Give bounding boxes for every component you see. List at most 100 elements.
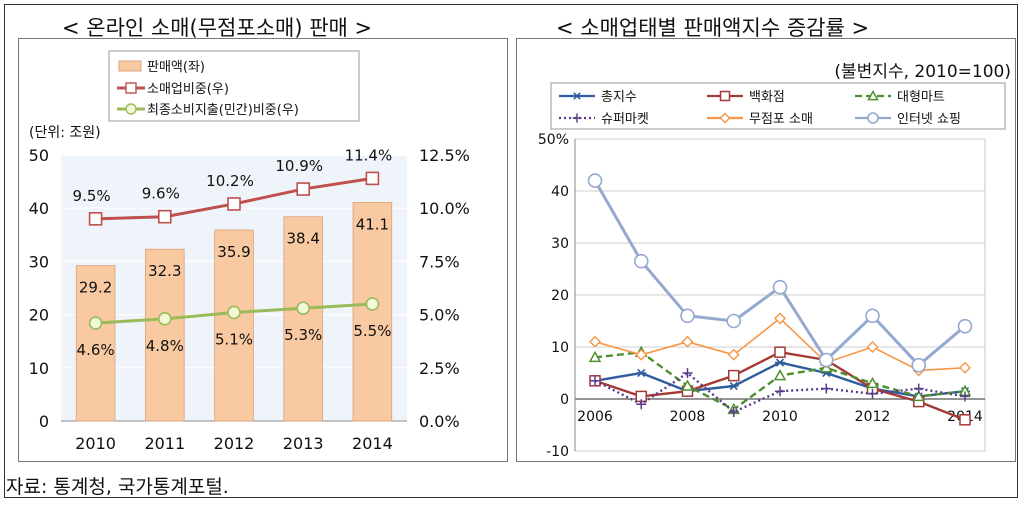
sales-bar-label: 38.4 — [286, 230, 319, 248]
retail-index-chart: -1001020304050%20062008201020122014(불변지수… — [538, 62, 1011, 460]
internet-shopping-point — [680, 308, 695, 324]
large-mart-point — [681, 379, 694, 391]
legend: 판매액(좌) 소매업비중(우) 최종소비지출(민간)비중(우) — [108, 50, 360, 122]
consumption-share-point — [365, 297, 380, 311]
sales-bar — [283, 216, 323, 422]
online-retail-chart-panel: 0 0.0% 10 2.5% 20 5.0% 30 7.5% 40 10.0% 50 12.5% (단위… — [18, 38, 508, 462]
legend-label-consumption-share: 최종소비지출(민간)비중(우) — [147, 103, 299, 118]
supermarket-line — [594, 371, 966, 414]
non-store-retail-point — [959, 361, 971, 374]
right-y-tick-label: 10.0% — [419, 199, 470, 218]
total-index-point — [728, 381, 739, 391]
x-tick-label: 2006 — [577, 409, 613, 425]
total-index-point — [775, 358, 785, 367]
retail-share-label: 10.9% — [275, 157, 323, 175]
legend-box — [108, 50, 360, 122]
legend-box — [550, 82, 1006, 130]
consumption-share-point — [227, 305, 241, 320]
legend-marker-retail-share — [125, 82, 137, 94]
non-store-retail-series — [589, 312, 971, 377]
sales-bar-label: 29.2 — [79, 279, 112, 297]
right-y-tick-label: 7.5% — [419, 252, 460, 271]
supermarket-point — [867, 388, 878, 399]
left-chart-title: < 온라인 소매(무점포소매) 판매 > — [62, 16, 373, 40]
sales-bar — [214, 229, 254, 422]
consumption-share-label: 5.3% — [284, 326, 322, 344]
large-mart-point — [588, 350, 602, 363]
x-tick-label: 2010 — [762, 409, 798, 425]
y-tick-label: 50% — [538, 132, 569, 148]
right-y-tick-label: 0.0% — [419, 412, 460, 431]
internet-shopping-point — [633, 253, 649, 269]
internet-shopping-point — [726, 313, 742, 329]
supermarket-point — [960, 391, 970, 402]
left-y-tick-label: 40 — [29, 199, 49, 218]
supermarket-point — [913, 383, 924, 394]
department-store-point — [959, 414, 971, 426]
supermarket-series — [590, 368, 970, 417]
consumption-share-point — [296, 301, 311, 316]
x-tick-label: 2012 — [214, 434, 255, 453]
supermarket-point — [728, 407, 739, 417]
source-note: 자료: 통계청, 국가통계포털. — [6, 476, 229, 498]
internet-shopping-point — [911, 357, 927, 373]
left-y-tick-label: 50 — [29, 146, 49, 165]
sales-bar — [145, 248, 185, 422]
legend-marker-total-index — [572, 92, 582, 100]
retail-share-point — [88, 212, 103, 226]
supermarket-point — [590, 375, 600, 386]
x-tick-label: 2014 — [352, 434, 393, 453]
sales-bar — [352, 201, 393, 422]
large-mart-point — [773, 369, 787, 381]
legend-marker-non-store-retail — [719, 112, 731, 124]
left-y-tick-label: 0 — [39, 412, 49, 431]
y-tick-label: 30 — [551, 236, 569, 252]
figure-frame — [4, 4, 1018, 498]
internet-shopping-point — [957, 318, 973, 334]
legend-marker-consumption-share — [125, 103, 137, 115]
left-y-tick-label: 10 — [29, 359, 49, 378]
large-mart-point — [912, 389, 926, 402]
consumption-share-label: 4.8% — [146, 337, 184, 355]
sales-bar — [75, 265, 116, 422]
retail-share-label: 11.4% — [345, 146, 393, 164]
retail-share-point — [365, 171, 380, 186]
legend-marker-internet-shopping — [867, 112, 879, 124]
legend-label-internet-shopping: 인터넷 쇼핑 — [897, 112, 961, 127]
non-store-retail-point — [681, 335, 694, 348]
retail-index-chart-panel: -1001020304050%20062008201020122014(불변지수… — [516, 38, 1016, 462]
retail-share-label: 9.5% — [73, 187, 111, 205]
x-tick-label: 2011 — [144, 434, 185, 453]
non-store-retail-point — [589, 335, 601, 348]
non-store-retail-point — [727, 348, 740, 361]
retail-share-point — [158, 209, 172, 224]
department-store-point — [728, 369, 740, 382]
right-chart-title: < 소매업태별 판매액지수 증감률 > — [556, 16, 870, 40]
internet-shopping-series — [587, 173, 973, 373]
consumption-share-label: 5.5% — [353, 322, 391, 340]
x-tick-label: 2008 — [670, 409, 706, 425]
non-store-retail-point — [774, 312, 786, 325]
non-store-retail-point — [635, 348, 648, 361]
consumption-share-point — [158, 312, 172, 326]
left-y-tick-label: 20 — [29, 306, 49, 325]
y-tick-label: 40 — [551, 184, 569, 200]
legend-label-large-mart: 대형마트 — [897, 90, 945, 105]
supermarket-point — [821, 383, 832, 394]
y-tick-label: 20 — [551, 288, 569, 304]
internet-shopping-point — [818, 352, 834, 368]
consumption-share-point — [88, 316, 103, 330]
retail-share-point — [296, 182, 311, 196]
consumption-share-label: 4.6% — [77, 341, 115, 359]
total-index-point — [636, 368, 647, 378]
legend-label-total-index: 총지수 — [601, 90, 637, 105]
y-tick-label: -10 — [546, 444, 569, 460]
online-retail-chart: 0 0.0% 10 2.5% 20 5.0% 30 7.5% 40 10.0% 50 12.5% (단위… — [29, 50, 470, 453]
legend-label-retail-share: 소매업비중(우) — [147, 82, 229, 97]
sales-bar-label: 32.3 — [148, 262, 181, 280]
y-tick-label: 0 — [560, 392, 569, 408]
sales-bar-label: 41.1 — [356, 215, 389, 233]
consumption-share-label: 5.1% — [215, 330, 253, 348]
right-y-tick-label: 12.5% — [419, 146, 470, 165]
